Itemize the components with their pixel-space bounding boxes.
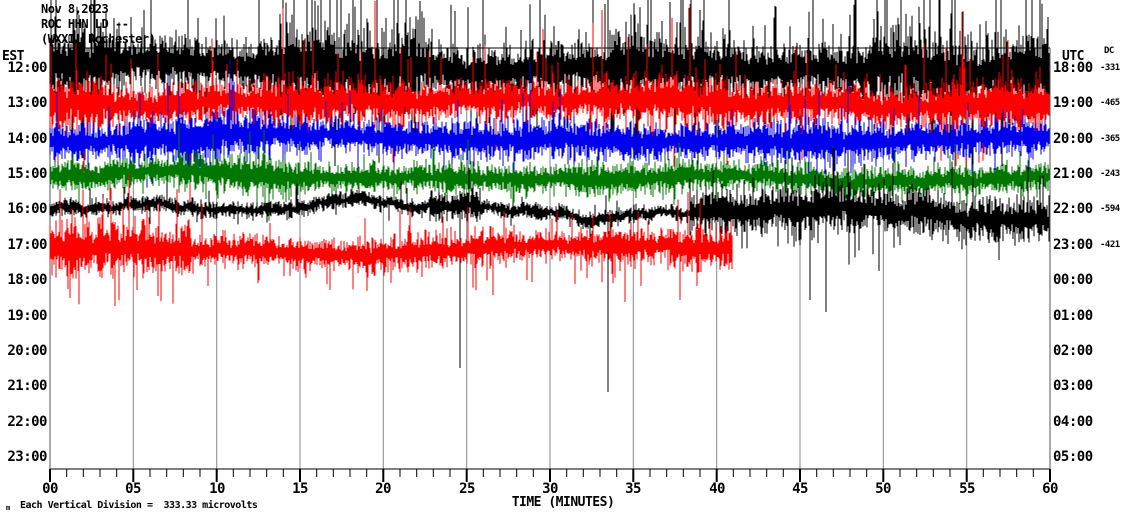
est-hour-label: 15:00	[7, 166, 47, 182]
minute-tick-label: 00	[42, 481, 58, 497]
dc-value: -465	[1100, 98, 1120, 108]
utc-hour-label: 00:00	[1053, 272, 1093, 288]
utc-hour-label: 05:00	[1053, 449, 1093, 465]
trace-1600-est	[49, 148, 1050, 392]
dc-value: -594	[1100, 204, 1120, 214]
minute-tick-label: 25	[459, 481, 475, 497]
utc-hour-label: 03:00	[1053, 378, 1093, 394]
est-hour-label: 12:00	[7, 60, 47, 76]
time-axis-title: TIME (MINUTES)	[511, 495, 615, 510]
utc-hour-label: 02:00	[1053, 343, 1093, 359]
date-label: Nov 8,2023	[41, 2, 109, 16]
minute-tick-label: 60	[1042, 481, 1058, 497]
est-hour-label: 13:00	[7, 95, 47, 111]
minute-tick-label: 35	[625, 481, 641, 497]
utc-hour-label: 20:00	[1053, 131, 1093, 147]
trace-1500-est	[49, 124, 1050, 221]
utc-hour-label: 04:00	[1053, 414, 1093, 430]
dc-axis-label: DC	[1104, 46, 1114, 56]
minute-tick-label: 55	[959, 481, 975, 497]
est-hour-label: 17:00	[7, 237, 47, 253]
utc-hour-label: 18:00	[1053, 60, 1093, 76]
minute-tick-label: 30	[542, 481, 558, 497]
dc-value: -243	[1100, 169, 1120, 179]
trace-1400-est	[49, 58, 1050, 188]
dc-value: -421	[1100, 240, 1120, 250]
utc-hour-label: 19:00	[1053, 95, 1093, 111]
utc-axis-label: UTC	[1062, 49, 1084, 64]
est-hour-label: 19:00	[7, 308, 47, 324]
minute-tick-label: 45	[792, 481, 808, 497]
scale-note: Each Vertical Division = 333.33 microvol…	[20, 500, 258, 511]
station-label: ROC HHN LD --	[41, 17, 129, 31]
minute-tick-label: 15	[292, 481, 308, 497]
est-hour-label: 18:00	[7, 272, 47, 288]
location-label: (WXXI, Rochester)	[41, 32, 156, 46]
est-axis-label: EST	[2, 49, 24, 64]
utc-hour-label: 01:00	[1053, 308, 1093, 324]
dc-value: -365	[1100, 134, 1120, 144]
est-hour-label: 21:00	[7, 378, 47, 394]
est-hour-label: 22:00	[7, 414, 47, 430]
footer-glyph: m	[6, 504, 10, 512]
minute-tick-label: 20	[375, 481, 391, 497]
utc-hour-label: 22:00	[1053, 201, 1093, 217]
utc-hour-label: 23:00	[1053, 237, 1093, 253]
est-hour-label: 23:00	[7, 449, 47, 465]
est-hour-label: 16:00	[7, 201, 47, 217]
minute-tick-label: 10	[209, 481, 225, 497]
dc-value: -331	[1100, 63, 1120, 73]
utc-hour-label: 21:00	[1053, 166, 1093, 182]
trace-1300-est	[49, 1, 1050, 206]
minute-tick-label: 40	[709, 481, 725, 497]
minute-tick-label: 50	[875, 481, 891, 497]
est-hour-label: 14:00	[7, 131, 47, 147]
trace-1200-est	[49, 0, 1050, 175]
minute-tick-label: 05	[125, 481, 141, 497]
est-hour-label: 20:00	[7, 343, 47, 359]
trace-1700-est	[49, 173, 733, 306]
